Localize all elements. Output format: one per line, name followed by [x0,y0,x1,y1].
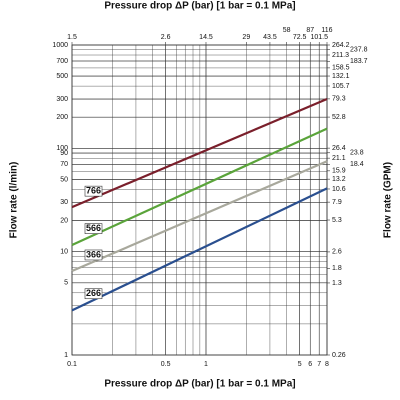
y2-tick-label: 132.1 [332,73,350,80]
x-tick-label: 0.1 [67,361,77,368]
x-tick-label: 6 [308,361,312,368]
series-line [71,98,328,209]
y2-tick-label: 26.4 [332,145,346,152]
y-axis-title: Flow rate (l/min) [9,162,20,239]
y2-tick-label: 211.3 [332,52,349,59]
x-tick-label: 5 [298,361,302,368]
series-line [71,160,328,273]
y2-tick-label: 5.3 [332,217,342,224]
x-tick-label: 1 [204,361,208,368]
y2-tick-label: 264.2 [332,42,350,49]
legend-label: 766 [86,186,101,196]
series-line [71,127,328,247]
y2-tick-label: 1.3 [332,280,342,287]
y2-tick-label: 15.9 [332,168,346,175]
y-tick-label: 700 [56,58,68,65]
y-tick-label: 70 [60,161,68,168]
series-label-box [84,185,103,197]
y-tick-label: 1000 [52,42,68,49]
y2-axis-title: Flow rate (GPM) [383,162,394,238]
y2-tick-label: 7.9 [332,199,342,206]
y-tick-label: 200 [56,114,68,121]
series-label-box [84,249,103,261]
x-tick-label: 7 [317,361,321,368]
y-tick-label: 50 [60,176,68,183]
plot-frame [71,44,328,356]
series-label-box [84,223,103,234]
y-tick-label: 5 [64,280,68,287]
y2-tick-label: 183.7 [350,58,368,65]
y2-tick-label: 158.5 [332,65,350,72]
x2-tick-label: 43.5 [263,34,277,41]
y-tick-label: 30 [60,199,68,206]
chart-title: Pressure drop ΔP (bar) [1 bar = 0.1 MPa] [104,1,295,12]
y2-tick-label: 52.8 [332,114,346,121]
y-tick-label: 300 [56,96,68,103]
y2-tick-label: 18.4 [350,161,364,168]
x-tick-label: 8 [325,361,329,368]
y2-tick-label: 2.6 [332,249,342,256]
y-tick-label: 1 [64,352,68,359]
y2-tick-label: 21.1 [332,155,346,162]
x2-tick-label: 2.6 [161,34,171,41]
legend-label: 266 [86,288,101,298]
x2-tick-label: 58 [283,27,291,34]
x2-tick-label: 1.5 [67,34,77,41]
series-label-box [84,288,103,300]
x2-tick-label: 72.5 [293,34,307,41]
y2-tick-label: 105.7 [332,83,350,90]
x-tick-label: 0.5 [161,361,171,368]
y2-tick-label: 10.6 [332,186,346,193]
y-tick-label: 10 [60,249,68,256]
y-tick-label: 20 [60,217,68,224]
y2-tick-label: 23.8 [350,150,364,157]
x-axis-title: Pressure drop ΔP (bar) [1 bar = 0.1 MPa] [104,379,295,390]
y2-tick-label: 79.3 [332,96,346,103]
legend-label: 366 [86,249,101,259]
y2-tick-label: 1.8 [332,265,342,272]
series-line [71,187,328,312]
y-tick-label: 100 [56,145,68,152]
x2-tick-label: 116 [321,27,332,34]
y-tick-label: 90 [60,150,68,157]
x2-tick-label: 14.5 [199,34,213,41]
y2-tick-label: 13.2 [332,176,346,183]
y2-tick-label: 237.8 [350,47,368,54]
x2-tick-label: 29 [242,34,250,41]
y2-tick-label: 0.26 [332,352,346,359]
legend-label: 566 [86,223,101,233]
y-tick-label: 500 [56,73,68,80]
x2-tick-label: 101.5 [310,34,328,41]
x2-tick-label: 87 [306,27,314,34]
